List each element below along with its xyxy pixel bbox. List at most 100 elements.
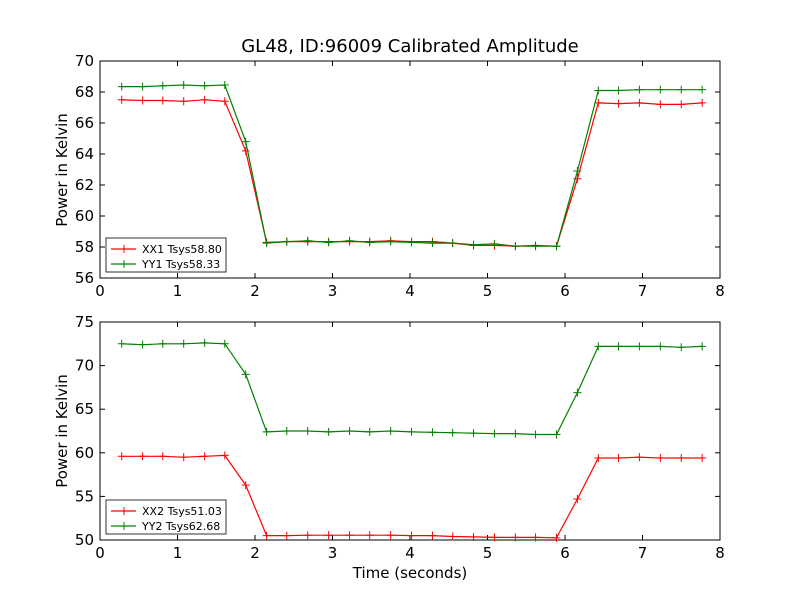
top-data-point (282, 237, 291, 246)
bottom-data-point (345, 427, 354, 435)
bottom-x-tick-label: 0 (95, 544, 105, 562)
top-data-point (698, 85, 707, 94)
bottom-data-point (614, 454, 623, 463)
bottom-data-point (386, 427, 395, 435)
bottom-data-point (365, 427, 374, 436)
top-legend-label-1: XX1 Tsys58.80 (142, 243, 222, 256)
top-y-tick-label: 70 (75, 52, 94, 70)
bottom-y-tick-label: 70 (75, 357, 94, 375)
bottom-legend-label-1: XX2 Tsys51.03 (142, 505, 222, 518)
bottom-x-tick-label: 4 (405, 544, 415, 562)
bottom-x-tick-label: 8 (715, 544, 725, 562)
top-x-tick-label: 6 (560, 282, 570, 300)
bottom-x-axis-label: Time (seconds) (352, 564, 468, 582)
bottom-x-tick-label: 5 (483, 544, 493, 562)
top-y-tick-label: 62 (75, 176, 94, 194)
top-data-point (428, 239, 437, 248)
top-y-tick-label: 56 (75, 269, 94, 287)
bottom-data-point (324, 427, 333, 436)
bottom-data-point (511, 533, 520, 542)
bottom-data-point (241, 370, 250, 379)
bottom-data-point (117, 452, 126, 461)
bottom-data-point (428, 531, 437, 540)
bottom-legend-box (105, 499, 227, 535)
top-data-point (635, 98, 644, 107)
bottom-data-point (262, 427, 271, 436)
bottom-legend-marker-2 (120, 522, 128, 530)
top-data-point (698, 98, 707, 107)
top-data-point (365, 238, 374, 247)
bottom-y-tick-label: 60 (75, 444, 94, 462)
top-legend-marker-1 (120, 245, 128, 253)
bottom-data-point (200, 452, 209, 461)
top-data-point (614, 99, 623, 108)
bottom-data-point (552, 533, 561, 542)
bottom-data-point (282, 427, 291, 435)
top-data-point (179, 97, 188, 106)
bottom-data-point (117, 339, 126, 348)
top-data-point (117, 82, 126, 91)
bottom-data-point (531, 533, 540, 542)
top-x-tick-label: 7 (638, 282, 648, 300)
top-y-tick-label: 64 (75, 145, 94, 163)
top-data-point (200, 95, 209, 104)
top-data-point (179, 81, 188, 90)
top-x-tick-label: 3 (328, 282, 338, 300)
top-y-axis-label: Power in Kelvin (53, 113, 71, 227)
bottom-data-point (552, 430, 561, 439)
top-data-point (656, 85, 665, 94)
bottom-data-point (698, 342, 707, 351)
top-data-point (573, 167, 582, 176)
bottom-data-point (677, 454, 686, 463)
bottom-data-point (200, 338, 209, 347)
top-data-point (200, 81, 209, 90)
bottom-data-point (407, 531, 416, 540)
bottom-data-point (469, 532, 478, 541)
bottom-data-point (303, 531, 312, 540)
bottom-y-axis-label: Power in Kelvin (53, 374, 71, 488)
bottom-data-point (220, 339, 229, 348)
bottom-data-point (448, 428, 457, 437)
top-y-tick-label: 58 (75, 238, 94, 256)
top-data-point (241, 146, 250, 155)
bottom-data-point (158, 339, 167, 348)
bottom-x-tick-label: 2 (250, 544, 260, 562)
bottom-x-tick-label: 3 (328, 544, 338, 562)
top-data-point (656, 100, 665, 109)
bottom-data-point (594, 342, 603, 351)
bottom-x-tick-label: 7 (638, 544, 648, 562)
top-data-point (635, 85, 644, 94)
bottom-data-point (407, 427, 416, 436)
bottom-data-point (138, 452, 147, 461)
top-data-point (490, 239, 499, 248)
bottom-plot-panel: 0 1 2 3 4 5 6 7 8 50 55 60 65 70 75 XX2 Tsys51.03 YY2 Ts… (75, 313, 725, 562)
top-data-point (158, 96, 167, 105)
top-data-point (386, 237, 395, 246)
bottom-data-point (469, 429, 478, 438)
bottom-data-point (179, 339, 188, 348)
bottom-data-point (158, 452, 167, 461)
top-x-tick-label: 0 (95, 282, 105, 300)
top-legend-box (105, 237, 227, 273)
top-data-point (614, 86, 623, 95)
top-data-point (552, 242, 561, 251)
top-legend-marker-2 (120, 260, 128, 268)
bottom-data-point (448, 532, 457, 541)
bottom-data-point (635, 453, 644, 462)
bottom-data-point (511, 429, 520, 438)
top-data-point (511, 242, 520, 251)
bottom-data-point (490, 429, 499, 438)
bottom-data-point (365, 531, 374, 540)
top-x-tick-label: 2 (250, 282, 260, 300)
top-data-point (677, 85, 686, 94)
top-data-point (220, 97, 229, 106)
bottom-data-point (531, 430, 540, 439)
top-data-point (117, 95, 126, 104)
bottom-y-tick-label: 55 (75, 487, 94, 505)
chart-title: GL48, ID:96009 Calibrated Amplitude (241, 36, 579, 57)
bottom-x-tick-label: 1 (173, 544, 183, 562)
bottom-y-tick-label: 65 (75, 400, 94, 418)
top-data-point (677, 100, 686, 109)
bottom-data-point (324, 531, 333, 540)
